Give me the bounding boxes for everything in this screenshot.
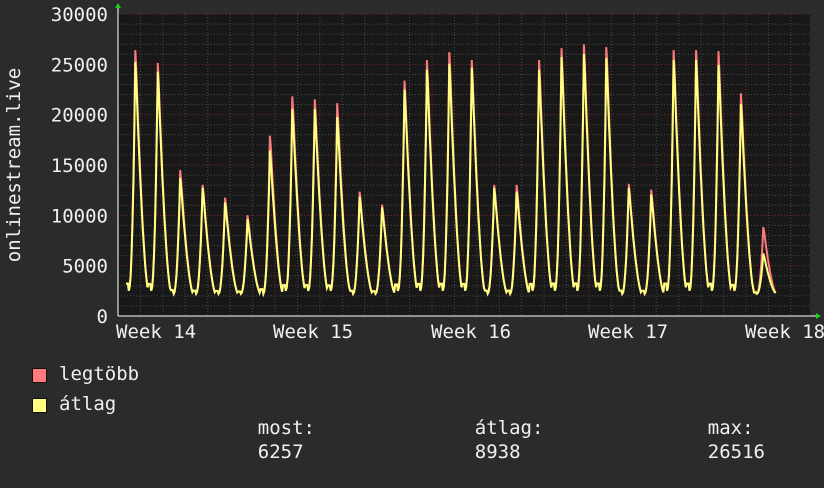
line-atlag <box>126 54 777 298</box>
x-tick-label: Week 17 <box>588 321 668 343</box>
y-tick-label: 20000 <box>51 105 108 127</box>
y-axis-label: onlinestream.live <box>3 68 25 262</box>
x-tick-label: Week 16 <box>431 321 511 343</box>
legend-label-atlag: átlag <box>59 393 117 415</box>
y-tick-label: 0 <box>97 306 108 328</box>
series-atlag <box>126 54 777 298</box>
stat-max-value: 26516 <box>707 441 765 463</box>
x-tick-label: Week 18 <box>745 321 824 343</box>
stat-most-label: most: <box>257 417 315 439</box>
stat-max: max: 26516 <box>662 392 765 463</box>
y-tick-labels: 0 5000 10000 15000 20000 25000 30000 <box>51 4 108 328</box>
stat-atlag: átlag: 8938 <box>429 392 544 463</box>
y-tick-label: 25000 <box>51 54 108 76</box>
x-axis-arrow <box>816 313 821 319</box>
x-tick-label: Week 14 <box>116 321 196 343</box>
y-tick-label: 10000 <box>51 205 108 227</box>
legend-swatch-atlag <box>32 398 47 413</box>
legend: legtöbb átlag most: 6257 átlag: 8938 max… <box>0 358 824 463</box>
stat-atlag-value: 8938 <box>474 441 521 463</box>
stat-most: most: 6257 <box>212 392 315 463</box>
y-tick-label: 15000 <box>51 155 108 177</box>
axes <box>115 3 821 319</box>
legend-swatch-legtobb <box>32 368 47 383</box>
stat-most-value: 6257 <box>257 441 304 463</box>
y-tick-label: 30000 <box>51 4 108 26</box>
legend-item-legtobb: legtöbb <box>32 362 139 386</box>
x-tick-labels: Week 14 Week 15 Week 16 Week 17 Week 18 <box>116 321 824 343</box>
stat-atlag-label: átlag: <box>474 417 544 439</box>
stat-max-label: max: <box>707 417 754 439</box>
y-tick-label: 5000 <box>62 256 108 278</box>
y-axis-arrow <box>115 3 121 8</box>
legend-label-legtobb: legtöbb <box>59 363 140 385</box>
x-tick-label: Week 15 <box>273 321 353 343</box>
legend-item-atlag: átlag <box>32 392 116 416</box>
